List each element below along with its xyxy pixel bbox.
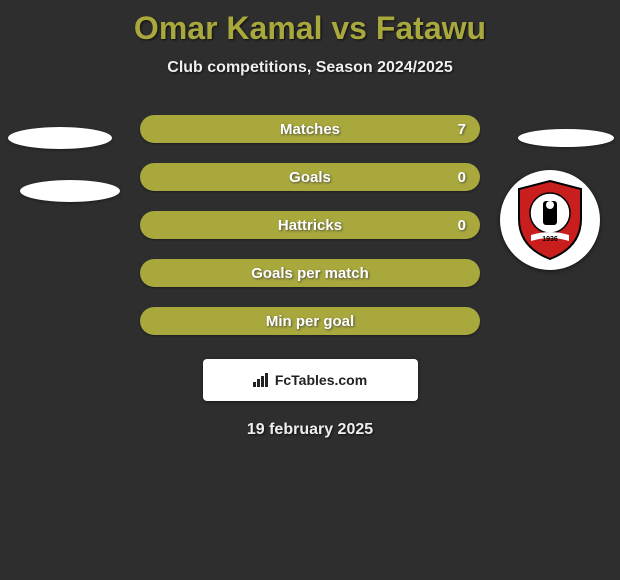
stat-label: Matches <box>280 121 340 138</box>
decor-ellipse <box>518 129 614 147</box>
badge-year: 1936 <box>542 236 558 243</box>
decor-ellipse <box>20 180 120 202</box>
stat-bar-matches: Matches 7 <box>140 115 480 143</box>
shield-icon: 1936 <box>513 179 587 261</box>
stat-label: Hattricks <box>278 217 342 234</box>
club-badge: 1936 <box>500 170 600 270</box>
stat-bar-hattricks: Hattricks 0 <box>140 211 480 239</box>
stat-label: Min per goal <box>266 313 354 330</box>
attribution-badge[interactable]: FcTables.com <box>203 359 418 401</box>
stat-value: 0 <box>458 217 466 234</box>
stat-value: 0 <box>458 169 466 186</box>
stat-bar-goals: Goals 0 <box>140 163 480 191</box>
chart-icon <box>253 373 271 387</box>
page-title: Omar Kamal vs Fatawu <box>0 0 620 47</box>
stat-bar-goals-per-match: Goals per match <box>140 259 480 287</box>
stat-label: Goals per match <box>251 265 369 282</box>
stat-bar-min-per-goal: Min per goal <box>140 307 480 335</box>
decor-ellipse <box>8 127 112 149</box>
attribution-text: FcTables.com <box>253 372 367 388</box>
subtitle: Club competitions, Season 2024/2025 <box>0 59 620 77</box>
stat-value: 7 <box>458 121 466 138</box>
date-text: 19 february 2025 <box>0 421 620 439</box>
stat-label: Goals <box>289 169 331 186</box>
